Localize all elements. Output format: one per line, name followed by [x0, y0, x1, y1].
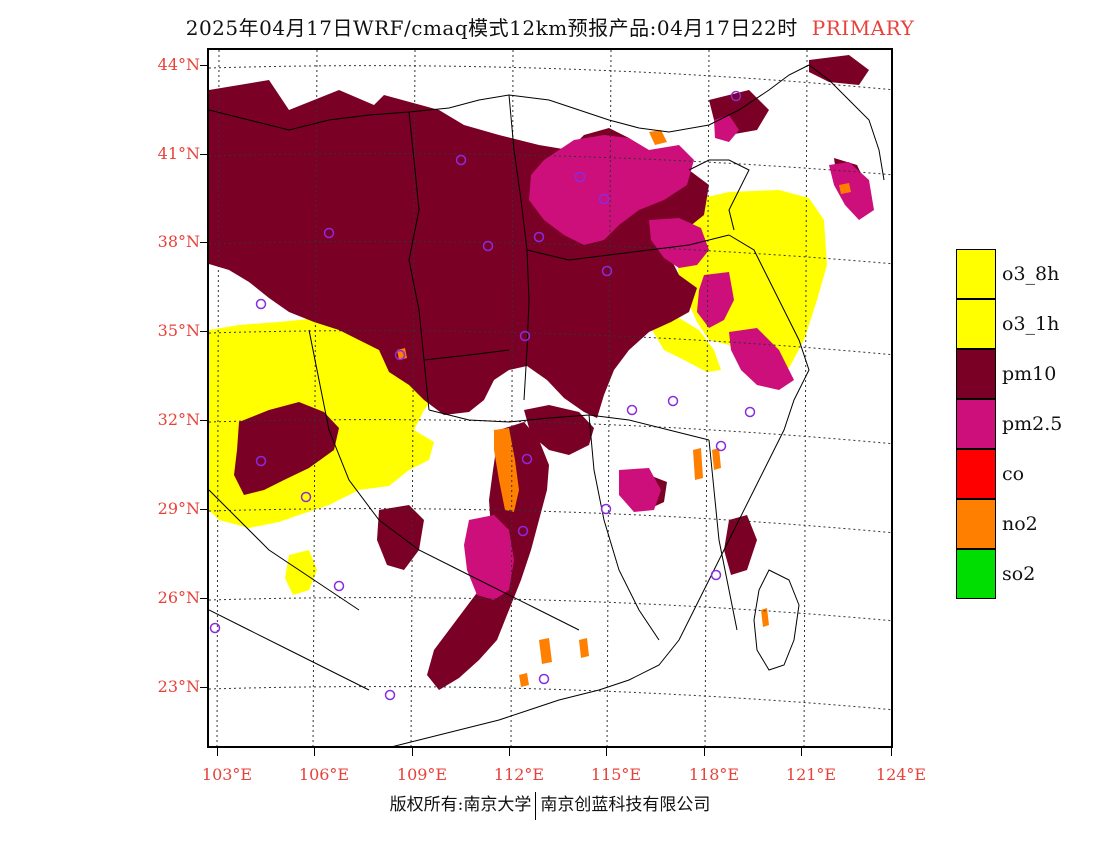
lat-tick: [200, 509, 208, 510]
lat-label: 23°N: [157, 677, 200, 696]
lat-tick: [200, 420, 208, 421]
legend-swatch: [956, 349, 996, 399]
lon-label: 118°E: [688, 765, 740, 784]
legend-swatch: [956, 549, 996, 599]
lon-label: 109°E: [396, 765, 448, 784]
map-title: 2025年04月17日WRF/cmaq模式12km预报产品:04月17日22时 P…: [0, 12, 1100, 41]
lat-label: 32°N: [157, 410, 200, 429]
lat-tick: [200, 242, 208, 243]
footer-separator: [535, 791, 537, 820]
legend-swatch: [956, 449, 996, 499]
lon-label: 112°E: [493, 765, 545, 784]
station-markers: [209, 90, 756, 701]
lon-tick: [412, 748, 413, 756]
legend-label: o3_1h: [1002, 313, 1060, 335]
lat-tick: [200, 65, 208, 66]
legend-swatch: [956, 249, 996, 299]
lon-label: 124°E: [875, 765, 927, 784]
boundaries: [209, 64, 885, 746]
legend-swatch: [956, 399, 996, 449]
lat-label: 26°N: [157, 588, 200, 607]
lat-tick: [200, 331, 208, 332]
legend-swatch: [956, 499, 996, 549]
lat-tick: [200, 154, 208, 155]
legend-label: so2: [1002, 563, 1036, 585]
pm25-region: [464, 115, 874, 600]
lon-label: 121°E: [785, 765, 837, 784]
legend-label: pm10: [1002, 363, 1057, 385]
lat-label: 44°N: [157, 55, 200, 74]
lat-label: 29°N: [157, 499, 200, 518]
title-text: 2025年04月17日WRF/cmaq模式12km预报产品:04月17日22时: [185, 16, 798, 40]
lon-tick: [801, 748, 802, 756]
lat-label: 38°N: [157, 232, 200, 251]
copyright-right: 南京创蓝科技有限公司: [540, 795, 711, 815]
lon-label: 103°E: [201, 765, 253, 784]
legend-label: no2: [1002, 513, 1038, 535]
lon-label: 115°E: [590, 765, 642, 784]
lat-label: 35°N: [157, 321, 200, 340]
primary-tag: PRIMARY: [811, 16, 915, 40]
lon-tick: [606, 748, 607, 756]
lat-tick: [200, 598, 208, 599]
legend-label: pm2.5: [1002, 413, 1063, 435]
legend-label: co: [1002, 463, 1025, 485]
lon-tick: [891, 748, 892, 756]
no2-region: [397, 130, 851, 687]
legend-label: o3_8h: [1002, 263, 1060, 285]
lon-label: 106°E: [298, 765, 350, 784]
copyright-left: 版权所有:南京大学: [389, 795, 532, 815]
map-panel: [207, 48, 893, 748]
graticule: [209, 50, 891, 746]
lon-tick: [704, 748, 705, 756]
lon-tick: [314, 748, 315, 756]
lon-tick: [509, 748, 510, 756]
lat-tick: [200, 687, 208, 688]
legend-swatch: [956, 299, 996, 349]
pollution-map: [209, 50, 891, 746]
lon-tick: [217, 748, 218, 756]
lat-label: 41°N: [157, 144, 200, 163]
copyright-footer: 版权所有:南京大学 南京创蓝科技有限公司: [0, 790, 1100, 820]
